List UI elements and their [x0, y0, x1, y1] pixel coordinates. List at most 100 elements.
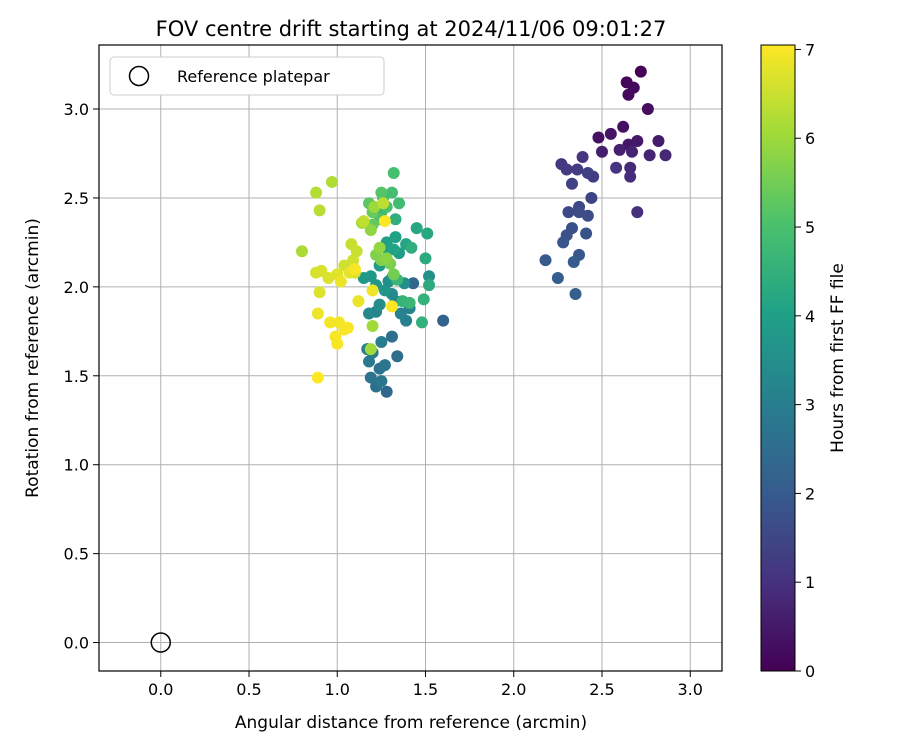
data-point [385, 186, 398, 199]
data-point [373, 241, 386, 254]
data-point [410, 222, 423, 235]
data-point [576, 151, 589, 164]
data-point [375, 375, 388, 388]
x-tick-label: 3.0 [678, 680, 703, 699]
data-point [364, 270, 377, 283]
data-point [387, 243, 400, 256]
colorbar: 0 1 2 3 4 5 6 7 Hours from first FF file [760, 40, 848, 681]
data-point [348, 263, 361, 276]
data-point [385, 300, 398, 313]
data-point [403, 296, 416, 309]
colorbar-tick-label: 3 [805, 396, 815, 415]
data-point [313, 204, 326, 217]
colorbar-label: Hours from first FF file [828, 263, 848, 453]
colorbar-tick-label: 0 [805, 662, 815, 681]
data-point [363, 307, 376, 320]
colorbar-tick-label: 2 [805, 484, 815, 503]
data-point [331, 337, 344, 350]
colorbar-tick-label: 5 [805, 218, 815, 237]
colorbar-ticks: 0 1 2 3 4 5 6 7 [795, 40, 815, 681]
legend-box [109, 56, 385, 96]
data-point [585, 191, 598, 204]
data-point [394, 307, 407, 320]
data-point [571, 163, 584, 176]
colorbar-gradient [760, 44, 796, 672]
data-point [613, 143, 626, 156]
data-point [380, 252, 393, 265]
data-point [569, 287, 582, 300]
y-axis-ticks: 0.0 0.5 1.0 1.5 2.0 2.5 3.0 [64, 100, 99, 653]
data-point [391, 350, 404, 363]
data-point [560, 163, 573, 176]
data-point [592, 131, 605, 144]
data-point [604, 127, 617, 140]
data-point [567, 255, 580, 268]
data-point [375, 335, 388, 348]
data-point [310, 186, 323, 199]
data-point [551, 271, 564, 284]
data-point [562, 206, 575, 219]
data-point [311, 307, 324, 320]
data-point [380, 385, 393, 398]
legend: Reference platepar [109, 56, 385, 96]
data-point [295, 245, 308, 258]
data-point [405, 241, 418, 254]
data-point [415, 316, 428, 329]
chart-title: FOV centre drift starting at 2024/11/06 … [156, 17, 667, 41]
y-tick-label: 2.5 [64, 189, 89, 208]
data-point [378, 215, 391, 228]
data-point [375, 186, 388, 199]
data-point [631, 135, 644, 148]
y-tick-label: 0.5 [64, 545, 89, 564]
reference-platepar-marker [150, 632, 172, 653]
data-point [581, 167, 594, 180]
data-point [311, 371, 324, 384]
data-point [419, 252, 432, 265]
data-point [631, 206, 644, 219]
legend-marker [128, 65, 150, 87]
data-point [634, 65, 647, 78]
data-point [617, 120, 630, 133]
data-point [378, 284, 391, 297]
data-point [595, 145, 608, 158]
x-tick-label: 0.0 [148, 680, 173, 699]
data-point [407, 277, 420, 290]
y-tick-label: 3.0 [64, 100, 89, 119]
colorbar-tick-label: 4 [805, 307, 815, 326]
data-point [641, 103, 654, 116]
data-point [581, 209, 594, 222]
x-tick-label: 2.5 [589, 680, 614, 699]
x-tick-label: 1.0 [325, 680, 350, 699]
data-point [643, 149, 656, 162]
colorbar-tick-label: 7 [805, 40, 815, 59]
data-point [347, 254, 360, 267]
data-point [366, 284, 379, 297]
data-point [366, 319, 379, 332]
data-point [364, 223, 377, 236]
y-axis-label: Rotation from reference (arcmin) [23, 218, 43, 498]
y-tick-label: 1.0 [64, 456, 89, 475]
x-tick-label: 2.0 [501, 680, 526, 699]
y-tick-label: 2.0 [64, 278, 89, 297]
data-point [417, 293, 430, 306]
data-point [423, 270, 436, 283]
data-point [659, 149, 672, 162]
data-point [325, 175, 338, 188]
data-points [295, 65, 672, 398]
data-point [387, 268, 400, 281]
data-point [539, 254, 552, 267]
data-point [352, 295, 365, 308]
data-point [423, 279, 436, 292]
data-point [334, 275, 347, 288]
x-tick-label: 1.5 [413, 680, 438, 699]
data-point [421, 227, 434, 240]
data-point [341, 321, 354, 334]
data-point [357, 215, 370, 228]
data-point [622, 88, 635, 101]
data-point [373, 298, 386, 311]
y-tick-label: 0.0 [64, 634, 89, 653]
x-axis-ticks: 0.0 0.5 1.0 1.5 2.0 2.5 3.0 [148, 671, 703, 699]
data-point [580, 227, 593, 240]
data-point [364, 371, 377, 384]
